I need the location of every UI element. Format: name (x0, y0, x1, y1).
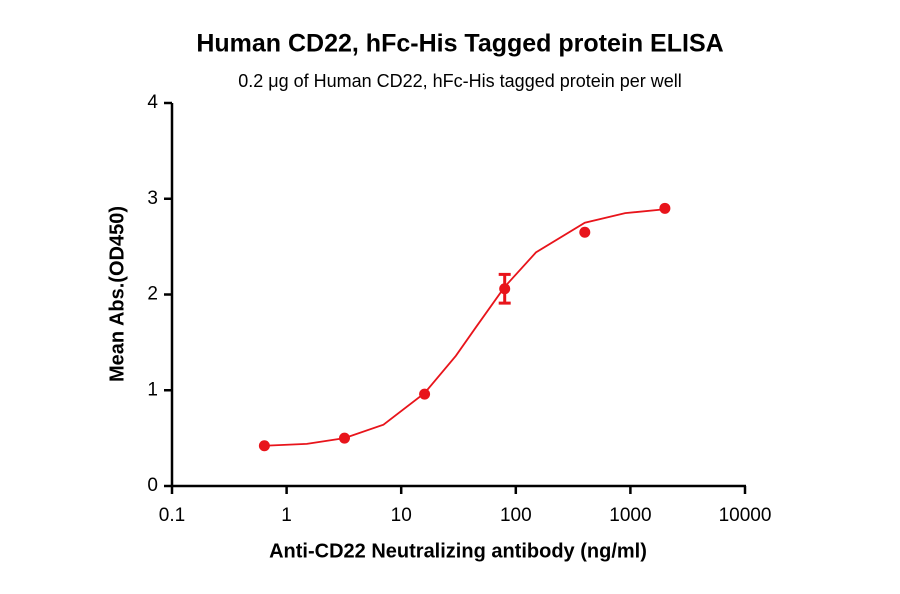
data-point (419, 388, 431, 400)
x-tick-label: 1000 (609, 505, 651, 526)
x-axis-label: Anti-CD22 Neutralizing antibody (ng/ml) (269, 540, 647, 562)
fit-curve (264, 208, 665, 447)
x-tick-label: 100 (500, 505, 532, 526)
x-tick-label: 10 (391, 505, 412, 526)
data-point (258, 440, 270, 452)
y-axis-label: Mean Abs.(OD450) (106, 206, 128, 382)
y-tick-label: 0 (147, 475, 158, 496)
y-tick-label: 2 (147, 284, 158, 305)
y-tick-label: 3 (147, 188, 158, 209)
data-point (338, 432, 350, 444)
chart-title: Human CD22, hFc-His Tagged protein ELISA (196, 30, 723, 58)
y-tick-label: 4 (147, 92, 158, 113)
x-tick-label: 10000 (719, 505, 772, 526)
data-point (499, 283, 511, 295)
data-point (579, 226, 591, 238)
data-point (659, 202, 671, 214)
x-tick-label: 1 (281, 505, 292, 526)
x-tick-label: 0.1 (159, 505, 185, 526)
y-tick-label: 1 (147, 379, 158, 400)
chart-subtitle: 0.2 μg of Human CD22, hFc-His tagged pro… (238, 71, 682, 91)
